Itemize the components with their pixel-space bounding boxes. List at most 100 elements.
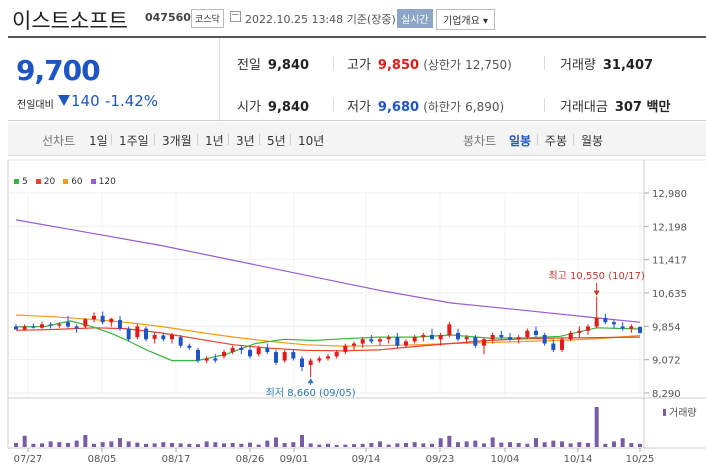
volume-bar: [57, 442, 62, 447]
change-label: 전일대비: [17, 100, 54, 111]
volume-bar: [22, 435, 27, 447]
tab-daily[interactable]: 일봉: [509, 134, 532, 148]
candle-body: [326, 356, 330, 359]
volume-bar: [100, 442, 105, 447]
candle-body: [83, 319, 88, 327]
volume-bar: [386, 444, 391, 447]
volume-bar: [499, 442, 504, 447]
market-badge: 코스닥: [191, 9, 224, 28]
stock-code: 047560: [145, 11, 191, 24]
volume-bar: [230, 443, 235, 447]
candle-body: [196, 349, 200, 361]
candle-body: [430, 335, 434, 340]
candle-body: [456, 332, 460, 340]
x-tick-label: 10/25: [626, 454, 655, 465]
candle-body: [274, 352, 278, 363]
volume-bar: [577, 442, 582, 447]
candle-body: [109, 318, 114, 323]
volume-bar: [551, 440, 556, 447]
volume-bar: [74, 440, 79, 447]
candle-body: [291, 352, 296, 359]
volume-bar: [170, 443, 174, 447]
y-tick-label: 11,417: [652, 256, 687, 267]
volume-bar: [265, 440, 270, 447]
change-value: 140: [71, 92, 100, 110]
legend-ma-5[interactable]: 5: [14, 177, 28, 187]
volume-bar: [404, 443, 408, 447]
legend-ma-60[interactable]: 60: [63, 177, 83, 187]
candle-body: [516, 337, 521, 340]
volume-bar: [343, 444, 348, 447]
volume-bar: [187, 443, 192, 447]
x-tick-label: 08/26: [236, 454, 265, 465]
candle-body: [57, 324, 62, 326]
candle-body: [170, 335, 174, 340]
candle-body: [178, 337, 183, 346]
low-price: 저가 9,680 (하한가 6,890): [347, 100, 505, 115]
candle-body: [334, 352, 339, 357]
stock-name: 이스트소프트: [12, 9, 128, 33]
candle-body: [92, 315, 96, 320]
y-tick-label: 12,980: [652, 189, 687, 200]
company-info-dropdown[interactable]: 기업개요 ▾: [436, 9, 495, 30]
tab-5y[interactable]: 5년: [267, 134, 286, 148]
volume-bar: [152, 443, 157, 447]
tab-1d[interactable]: 1일: [89, 134, 108, 148]
candle-body: [369, 339, 374, 342]
x-tick-label: 09/01: [280, 454, 309, 465]
max-arrow-head: [593, 290, 600, 296]
candle-body: [568, 332, 573, 340]
volume-bar: [326, 443, 330, 447]
tab-1w[interactable]: 1주일: [119, 134, 149, 148]
candle-body: [378, 339, 382, 342]
candle-body: [317, 358, 322, 361]
stock-header: 이스트소프트 047560 코스닥 2022.10.25 13:48 기준(장중…: [0, 0, 706, 36]
candle-body: [594, 317, 599, 327]
volume-bar: [586, 443, 590, 447]
tab-weekly[interactable]: 주봉: [545, 134, 568, 148]
candle-body: [161, 335, 166, 340]
volume-bar: [456, 442, 460, 447]
legend-ma-20[interactable]: 20: [35, 177, 55, 187]
tab-1y[interactable]: 1년: [205, 134, 224, 148]
volume-bar: [222, 443, 226, 447]
min-annotation: 최저 8,660 (09/05): [266, 387, 356, 399]
price-summary: 9,700 전일대비 140 -1.42%: [8, 38, 220, 121]
tab-monthly[interactable]: 월봉: [581, 134, 604, 148]
volume-legend-swatch: [663, 409, 666, 416]
x-tick-label: 10/14: [564, 454, 593, 465]
volume-bar: [473, 440, 478, 447]
tab-3y[interactable]: 3년: [236, 134, 255, 148]
legend-ma-120[interactable]: 120: [90, 177, 116, 187]
x-tick-label: 07/27: [14, 454, 43, 465]
ma-5-line: [15, 320, 641, 362]
candle-body: [360, 339, 365, 344]
volume-bar: [516, 443, 521, 447]
tab-10y[interactable]: 10년: [298, 134, 325, 148]
candle-body: [22, 326, 27, 330]
volume-bar: [66, 443, 70, 447]
current-price: 9,700: [16, 54, 101, 87]
tab-3m[interactable]: 3개월: [162, 134, 192, 148]
volume-bar: [126, 441, 131, 447]
volume-bar: [360, 443, 365, 447]
candle-body: [551, 343, 556, 350]
candle-body: [300, 358, 304, 367]
y-tick-label: 12,198: [652, 222, 687, 233]
candle-body: [187, 345, 192, 348]
y-tick-label: 9,854: [652, 322, 681, 333]
volume-bar: [568, 443, 573, 447]
candle-body: [230, 347, 235, 353]
y-tick-label: 10,635: [652, 289, 687, 300]
realtime-button[interactable]: 실시간: [397, 9, 433, 28]
line-chart-heading: 선차트: [42, 134, 76, 148]
volume-bar: [421, 443, 426, 447]
volume-bar: [542, 442, 547, 447]
candle-body: [386, 337, 391, 340]
x-tick-label: 08/17: [162, 454, 191, 465]
volume-bar: [334, 445, 339, 447]
candle-body: [586, 326, 590, 331]
volume-bar: [14, 443, 18, 447]
candle-body: [603, 317, 608, 323]
